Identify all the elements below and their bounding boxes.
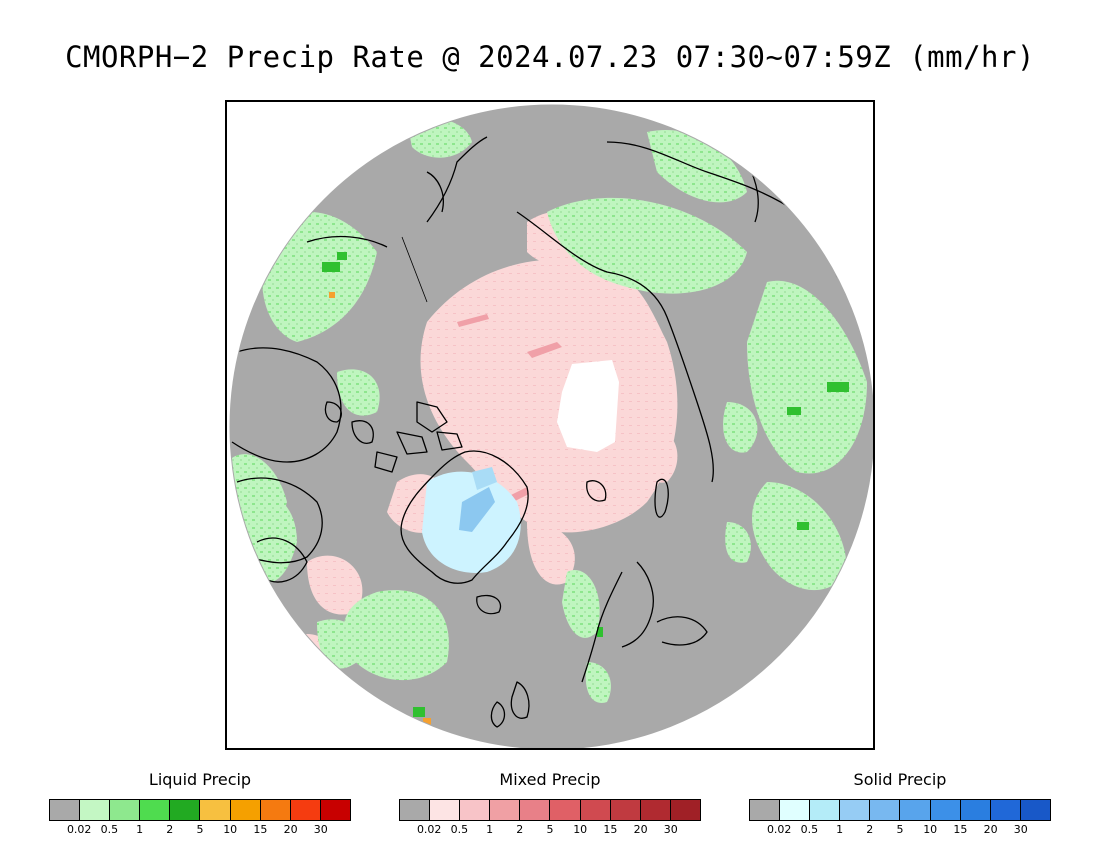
legend-mixed-tick-label: 1 [486,823,494,836]
legend-solid-tick-label: 30 [1013,823,1028,836]
legend-liquid-tick-label: 5 [196,823,204,836]
legend-mixed-swatch-8 [640,800,671,820]
legend-liquid-swatch-0 [50,800,81,820]
liquid-precip-regions [230,118,867,703]
legend-solid-tick-label: 20 [983,823,998,836]
legend-solid-ticks: 0.02 0.5 1 2 5 10 15 20 30 [749,823,1051,837]
legend-solid: Solid Precip 0.02 0.5 1 2 5 10 15 20 30 [749,770,1051,837]
legend-mixed-swatch-2 [460,800,491,820]
legend-liquid-colorbar [49,799,351,821]
legend-mixed-tick-label: 0.02 [416,823,442,836]
polar-precip-map [225,100,875,750]
legend-solid-tick-label: 1 [836,823,844,836]
legend-mixed-tick-label: 5 [546,823,554,836]
legend-mixed-tick-label: 2 [516,823,524,836]
legend-solid-title: Solid Precip [853,770,947,789]
legend-solid-swatch-3 [840,800,871,820]
solid-precip-regions [422,467,521,573]
legend-mixed-ticks: 0.02 0.5 1 2 5 10 15 20 30 [399,823,701,837]
legend-liquid-swatch-7 [260,800,291,820]
legend-liquid-swatch-1 [80,800,111,820]
map-canvas [229,104,873,748]
legend-mixed: Mixed Precip 0.02 0.5 1 2 5 10 15 20 30 [399,770,701,837]
legend-liquid-tick-label: 0.5 [100,823,119,836]
legend-liquid-tick-label: 20 [283,823,298,836]
legend-mixed-title: Mixed Precip [499,770,601,789]
legend-solid-tick-label: 0.5 [800,823,819,836]
legend-mixed-tick-label: 20 [633,823,648,836]
missing-data-region [557,360,619,452]
legend-solid-swatch-7 [960,800,991,820]
legend-mixed-swatch-0 [400,800,431,820]
legend-mixed-swatch-7 [610,800,641,820]
legend-mixed-swatch-1 [430,800,461,820]
mixed-precip-regions [287,211,678,676]
map-title: CMORPH−2 Precip Rate @ 2024.07.23 07:30~… [65,40,1035,74]
legend-mixed-swatch-6 [580,800,611,820]
legend-solid-swatch-1 [780,800,811,820]
legend-solid-tick-label: 10 [923,823,938,836]
legend-mixed-swatch-9 [670,800,700,820]
legend-mixed-swatch-4 [520,800,551,820]
legend-mixed-tick-label: 0.5 [450,823,469,836]
legend-solid-swatch-0 [750,800,781,820]
legend-liquid-tick-label: 30 [313,823,328,836]
legend-mixed-swatch-3 [490,800,521,820]
legend-mixed-tick-label: 15 [603,823,618,836]
legend-liquid-swatch-5 [200,800,231,820]
legend-solid-tick-label: 5 [896,823,904,836]
legend-solid-tick-label: 2 [866,823,874,836]
legend-liquid-tick-label: 0.02 [66,823,92,836]
liquid-precip-peak [329,292,431,725]
legend-liquid-swatch-3 [140,800,171,820]
legend-liquid: Liquid Precip 0.02 0.5 1 2 5 10 15 20 30 [49,770,351,837]
legend-solid-swatch-5 [900,800,931,820]
legend-liquid-tick-label: 15 [253,823,268,836]
liquid-precip-heavy [322,252,849,717]
legend-liquid-swatch-4 [170,800,201,820]
legend-mixed-tick-label: 30 [663,823,678,836]
legend-mixed-tick-label: 10 [573,823,588,836]
legend-liquid-ticks: 0.02 0.5 1 2 5 10 15 20 30 [49,823,351,837]
legend-solid-tick-label: 0.02 [766,823,792,836]
legend-mixed-swatch-5 [550,800,581,820]
legend-solid-swatch-9 [1020,800,1050,820]
legend-liquid-swatch-9 [320,800,350,820]
legend-solid-swatch-4 [870,800,901,820]
legend-solid-swatch-6 [930,800,961,820]
legend-solid-tick-label: 15 [953,823,968,836]
legend-liquid-tick-label: 2 [166,823,174,836]
legend-liquid-title: Liquid Precip [148,770,252,789]
coastlines [231,136,838,728]
legend-solid-swatch-2 [810,800,841,820]
legend-liquid-swatch-8 [290,800,321,820]
legend-mixed-colorbar [399,799,701,821]
legend-solid-swatch-8 [990,800,1021,820]
legend-liquid-tick-label: 10 [223,823,238,836]
legend-liquid-swatch-2 [110,800,141,820]
legend-solid-colorbar [749,799,1051,821]
map-disk-edge [229,104,873,748]
legend-liquid-swatch-6 [230,800,261,820]
legend-liquid-tick-label: 1 [136,823,144,836]
